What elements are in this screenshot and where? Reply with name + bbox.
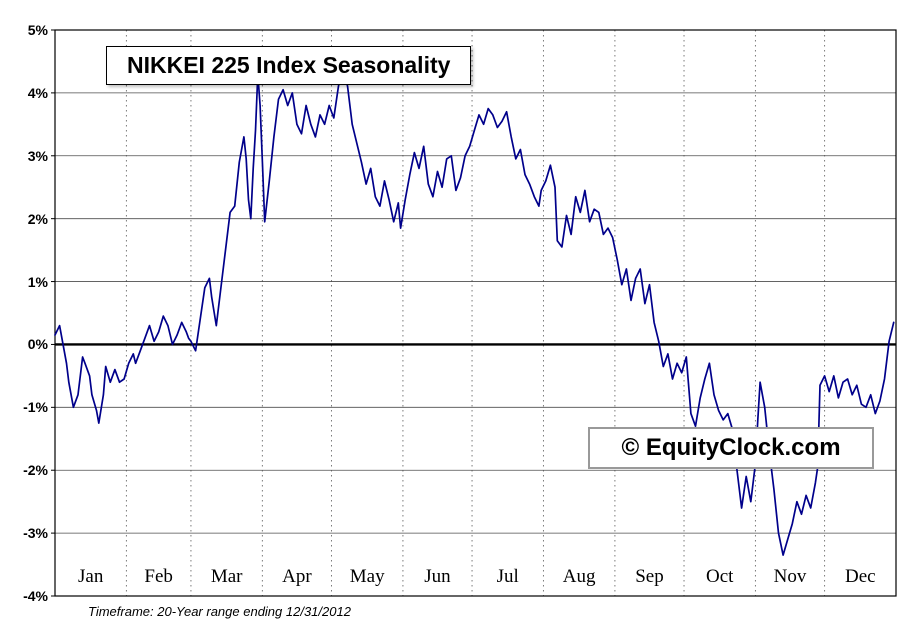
timeframe-note: Timeframe: 20-Year range ending 12/31/20…	[88, 604, 351, 619]
y-axis-label: 1%	[27, 273, 48, 290]
y-axis-label: 2%	[27, 210, 48, 227]
chart-title-box: NIKKEI 225 Index Seasonality	[106, 46, 472, 85]
x-axis-label: Apr	[282, 566, 312, 587]
chart-title: NIKKEI 225 Index Seasonality	[127, 52, 451, 78]
x-axis-label: May	[349, 566, 385, 587]
plot-border	[54, 29, 897, 597]
y-axis-label: 0%	[27, 336, 48, 353]
watermark-text: © EquityClock.com	[621, 434, 841, 461]
x-axis-label: Aug	[562, 566, 596, 587]
x-axis-label: Dec	[844, 566, 876, 587]
x-axis-label: Oct	[706, 566, 734, 587]
y-axis-label: 3%	[27, 147, 48, 164]
y-axis-label: 4%	[27, 84, 48, 101]
x-axis-label: Jan	[78, 566, 104, 587]
watermark-box: © EquityClock.com	[588, 427, 874, 469]
y-axis-label: -1%	[23, 399, 48, 416]
y-axis-label: -2%	[23, 462, 48, 479]
y-axis-label: -3%	[23, 525, 48, 542]
x-axis-label: Nov	[773, 566, 807, 587]
seasonality-line	[54, 63, 895, 556]
x-axis-label: Mar	[210, 566, 243, 587]
y-axis-label: 5%	[27, 22, 48, 38]
y-axis-label: -4%	[23, 588, 48, 604]
x-axis-label: Jun	[424, 566, 451, 587]
x-axis-label: Sep	[635, 566, 664, 587]
x-axis-label: Feb	[144, 566, 173, 587]
x-axis-label: Jul	[496, 566, 519, 587]
